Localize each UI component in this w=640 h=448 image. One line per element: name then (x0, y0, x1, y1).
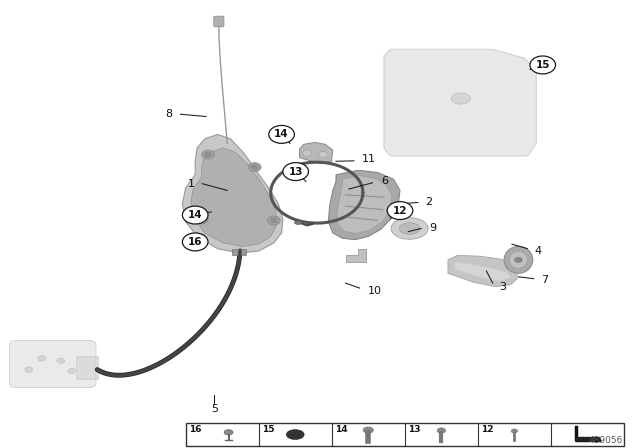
Polygon shape (454, 262, 511, 281)
Circle shape (202, 150, 214, 159)
Text: 15: 15 (262, 425, 275, 434)
Ellipse shape (286, 430, 304, 439)
Text: 14: 14 (335, 425, 348, 434)
Circle shape (319, 151, 328, 158)
Text: 10: 10 (368, 286, 382, 296)
Text: 7: 7 (541, 275, 548, 285)
Circle shape (195, 215, 208, 224)
FancyBboxPatch shape (10, 340, 96, 388)
Text: 2: 2 (426, 197, 433, 207)
Circle shape (269, 125, 294, 143)
Text: 14: 14 (188, 210, 202, 220)
Circle shape (268, 216, 280, 225)
Ellipse shape (391, 218, 428, 239)
Circle shape (205, 152, 211, 157)
Ellipse shape (363, 427, 373, 433)
Text: 16: 16 (189, 425, 202, 434)
Ellipse shape (224, 430, 233, 435)
Bar (186, 423, 624, 446)
Circle shape (252, 165, 258, 169)
Text: 3: 3 (499, 282, 506, 292)
Circle shape (198, 217, 205, 222)
Ellipse shape (509, 251, 527, 268)
Polygon shape (576, 437, 599, 440)
Text: 14: 14 (275, 129, 289, 139)
Polygon shape (448, 255, 517, 287)
Circle shape (283, 163, 308, 181)
Circle shape (387, 202, 413, 220)
Circle shape (57, 358, 65, 363)
Text: 15: 15 (536, 60, 550, 70)
Circle shape (303, 150, 312, 156)
Ellipse shape (511, 429, 518, 433)
Circle shape (182, 206, 208, 224)
Circle shape (25, 367, 33, 372)
Text: 16: 16 (188, 237, 202, 247)
Ellipse shape (504, 246, 533, 273)
Ellipse shape (399, 223, 420, 234)
Circle shape (68, 368, 76, 374)
Polygon shape (384, 49, 536, 156)
Text: 9: 9 (429, 224, 436, 233)
Circle shape (182, 233, 208, 251)
Polygon shape (191, 148, 276, 246)
Bar (232, 249, 246, 255)
Ellipse shape (294, 221, 302, 224)
Polygon shape (346, 249, 366, 262)
Bar (76, 356, 98, 379)
Circle shape (38, 356, 45, 361)
Polygon shape (182, 134, 283, 253)
Ellipse shape (451, 93, 470, 104)
Polygon shape (300, 142, 333, 164)
Circle shape (530, 56, 556, 74)
FancyBboxPatch shape (214, 16, 224, 27)
Text: 489056: 489056 (588, 436, 623, 445)
Polygon shape (328, 170, 400, 240)
Ellipse shape (437, 428, 445, 433)
Text: 5: 5 (211, 404, 218, 414)
Circle shape (271, 218, 277, 223)
Polygon shape (337, 176, 392, 233)
Text: 11: 11 (362, 154, 376, 164)
Text: 13: 13 (289, 167, 303, 177)
Text: 4: 4 (534, 246, 541, 256)
Circle shape (515, 257, 522, 263)
Text: 13: 13 (408, 425, 420, 434)
Circle shape (248, 163, 261, 172)
Text: 1: 1 (188, 179, 195, 189)
Text: 12: 12 (393, 206, 407, 215)
Text: 6: 6 (381, 177, 388, 186)
Text: 8: 8 (166, 109, 173, 119)
Text: 12: 12 (481, 425, 493, 434)
